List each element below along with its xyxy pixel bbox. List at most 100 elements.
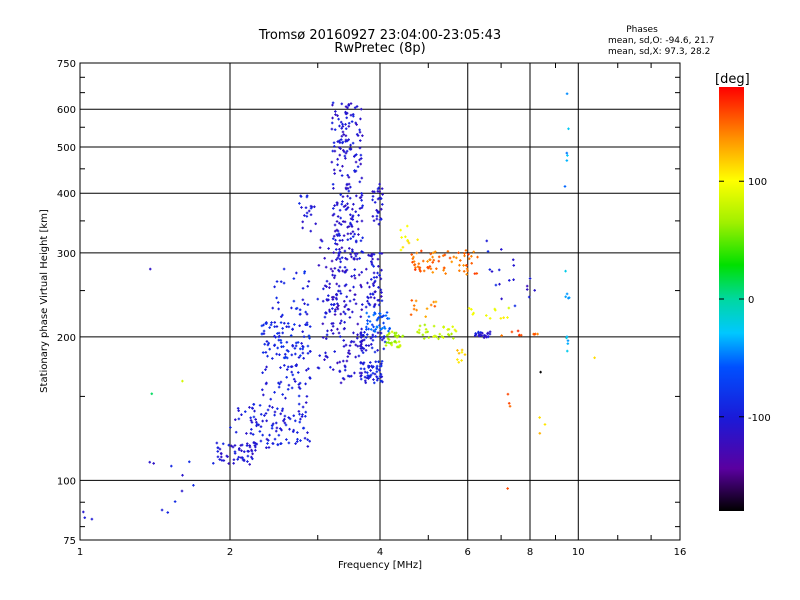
data-point — [380, 291, 383, 294]
data-point — [277, 331, 281, 335]
data-point — [380, 268, 383, 272]
stats-line-x: mean, sd,X: 97.3, 28.2 — [608, 47, 710, 57]
data-point — [277, 385, 281, 389]
data-point — [565, 92, 569, 96]
data-point — [328, 308, 331, 312]
data-point — [567, 127, 570, 131]
data-point — [355, 194, 358, 198]
data-point — [387, 329, 390, 333]
data-point — [341, 200, 344, 203]
data-point — [227, 462, 231, 465]
data-point — [565, 349, 569, 353]
data-point — [325, 333, 329, 337]
data-point — [442, 266, 446, 270]
data-point — [382, 321, 385, 325]
data-point — [463, 353, 467, 356]
data-point — [309, 350, 312, 353]
data-point — [354, 160, 358, 164]
data-point — [368, 375, 372, 379]
data-point — [337, 289, 340, 293]
data-point — [304, 401, 308, 404]
data-point — [265, 365, 268, 369]
data-point — [344, 112, 348, 116]
data-point — [219, 452, 223, 456]
data-point — [237, 409, 240, 412]
data-point — [271, 442, 275, 445]
data-point — [359, 347, 363, 350]
data-point — [457, 361, 461, 364]
data-point — [294, 419, 297, 423]
data-point — [486, 331, 490, 335]
data-point — [365, 311, 369, 315]
data-point — [472, 250, 476, 254]
data-point — [301, 347, 305, 351]
data-point — [218, 447, 222, 451]
data-point — [344, 157, 347, 160]
data-point — [285, 340, 289, 344]
data-point — [401, 245, 405, 249]
data-point — [412, 307, 416, 311]
data-point — [373, 201, 377, 204]
data-point — [376, 211, 380, 214]
data-point — [566, 339, 570, 342]
data-point — [333, 223, 337, 227]
data-point — [437, 255, 441, 259]
data-point — [566, 342, 570, 345]
data-point — [284, 396, 287, 400]
data-point — [273, 437, 277, 441]
data-point — [279, 321, 283, 324]
data-point — [414, 299, 418, 303]
y-tick-label: 500 — [57, 143, 76, 154]
data-point — [304, 206, 308, 210]
data-point — [333, 145, 336, 148]
data-point — [397, 340, 401, 344]
data-point — [375, 217, 379, 221]
data-point — [380, 338, 384, 342]
data-point — [323, 256, 326, 260]
data-point — [340, 102, 344, 106]
data-point — [519, 333, 523, 337]
data-point — [565, 159, 569, 162]
data-point — [336, 215, 340, 218]
data-point — [371, 257, 374, 261]
data-point — [273, 325, 276, 328]
x-tick-label: 8 — [527, 547, 533, 558]
data-point — [359, 344, 362, 348]
data-point — [294, 442, 297, 445]
data-point — [232, 462, 235, 465]
data-point — [431, 251, 435, 255]
data-point — [306, 438, 309, 441]
data-point — [373, 311, 376, 315]
data-point — [471, 313, 475, 316]
data-point — [399, 228, 402, 232]
y-tick-label: 100 — [57, 476, 76, 487]
data-point — [378, 182, 381, 186]
data-point — [341, 164, 344, 168]
data-point — [379, 218, 383, 221]
data-point — [481, 331, 484, 335]
data-point — [343, 305, 347, 309]
data-point — [276, 346, 279, 350]
data-point — [335, 258, 338, 261]
data-point — [377, 360, 380, 364]
data-point — [339, 223, 343, 226]
data-point — [506, 316, 509, 319]
data-point — [359, 239, 363, 243]
data-point — [365, 328, 368, 331]
data-point — [465, 273, 469, 276]
data-point — [431, 271, 435, 274]
data-point — [281, 331, 284, 335]
data-point — [372, 219, 376, 222]
data-point — [360, 349, 364, 352]
data-point — [266, 408, 270, 412]
data-point — [451, 325, 455, 329]
data-point — [361, 351, 365, 355]
data-point — [352, 257, 356, 261]
data-point — [359, 117, 362, 121]
x-axis-label: Frequency [MHz] — [338, 560, 422, 571]
data-point — [254, 442, 257, 445]
data-point — [325, 298, 329, 301]
data-point — [355, 153, 358, 156]
data-point — [539, 370, 542, 374]
data-point — [369, 328, 373, 331]
